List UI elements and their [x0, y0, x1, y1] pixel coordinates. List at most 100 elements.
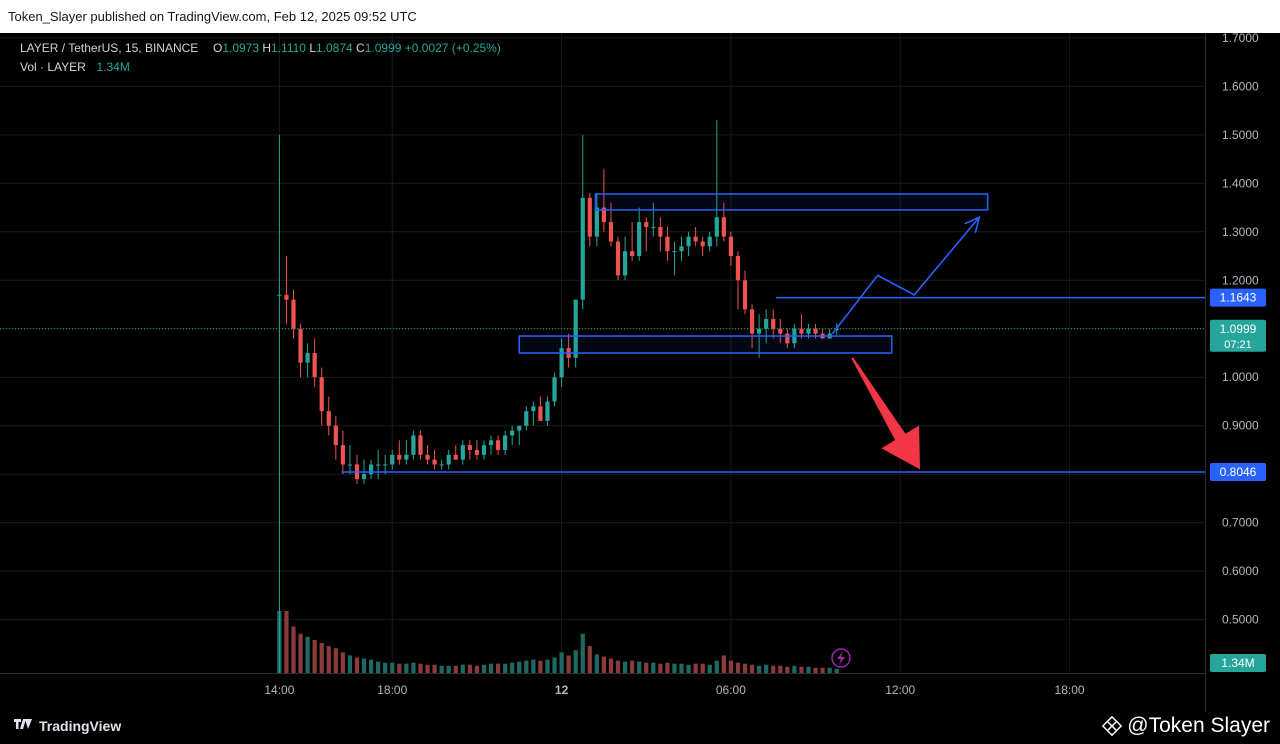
price-tick-label: 0.7000 [1222, 516, 1259, 530]
volume-label[interactable]: Vol · LAYER [20, 60, 86, 74]
price-badge-label: 1.0999 [1220, 322, 1257, 336]
volume-bar [637, 661, 642, 673]
volume-bar [312, 639, 317, 673]
down-arrow-icon[interactable] [851, 357, 920, 470]
candle-body [580, 197, 585, 300]
countdown-label: 07:21 [1224, 339, 1252, 351]
volume-bar [806, 666, 811, 673]
candle-body [735, 256, 741, 281]
time-tick-label: 12 [555, 683, 569, 697]
candle-body [305, 353, 310, 363]
brand-label: TradingView [39, 718, 122, 734]
candle-body [749, 309, 755, 334]
candle-body [799, 328, 804, 334]
candle-body [397, 454, 402, 460]
volume-bar [432, 664, 437, 673]
volume-bar [326, 646, 331, 673]
volume-bar [425, 664, 430, 673]
volume-bar [545, 659, 550, 673]
watermark-text: @Token Slayer [1127, 714, 1270, 737]
candle-body [319, 377, 324, 412]
projection-path-up[interactable] [831, 216, 980, 335]
candle-body [538, 406, 543, 421]
volume-bar [615, 660, 621, 673]
price-tick-label: 1.6000 [1222, 79, 1259, 93]
volume-bar [601, 656, 607, 673]
volume-bar [651, 662, 656, 673]
candle-body [460, 445, 465, 460]
candle-body [771, 319, 776, 329]
candle-body [587, 197, 592, 237]
price-tick-label: 1.7000 [1222, 33, 1259, 45]
candle-body [277, 294, 282, 296]
volume-bar [749, 664, 755, 673]
volume-bar [686, 664, 691, 673]
candle-body [439, 464, 444, 466]
zone-rectangle[interactable] [518, 335, 893, 354]
symbol-label[interactable]: LAYER / TetherUS, 15, BINANCE [20, 41, 199, 55]
candle-body [481, 445, 487, 455]
tradingview-brand[interactable]: TradingView [12, 718, 121, 734]
tradingview-logo-icon [14, 719, 32, 729]
ohlc-legend: LAYER / TetherUS, 15, BINANCE O1.0973 H1… [20, 41, 501, 55]
price-badge-label: 1.1643 [1220, 291, 1257, 305]
volume-bar [376, 661, 381, 673]
open-value: 1.0973 [222, 41, 260, 55]
chart-area[interactable]: 0.50000.60000.70000.80000.90001.00001.10… [0, 33, 1280, 712]
volume-bar [764, 664, 769, 673]
volume-bar [404, 663, 409, 673]
close-label: C [356, 41, 365, 55]
price-tick-label: 1.2000 [1222, 273, 1259, 287]
close-value: 1.0999 [364, 41, 402, 55]
candle-body [615, 241, 621, 276]
low-label: L [309, 41, 316, 55]
volume-bar [735, 662, 741, 673]
volume-bar [319, 643, 324, 673]
volume-bar [707, 664, 712, 673]
candle-body [764, 319, 769, 329]
volume-bar [347, 655, 353, 673]
candle-body [474, 449, 480, 455]
volume-bar [658, 663, 663, 673]
candle-body [312, 353, 317, 378]
candle-body [376, 464, 381, 466]
candle-body [778, 328, 783, 334]
price-chart[interactable]: 0.50000.60000.70000.80000.90001.00001.10… [0, 33, 1280, 712]
price-badge [1210, 654, 1266, 672]
volume-bar [495, 663, 501, 673]
candle-body [404, 454, 409, 460]
volume-bar [453, 665, 458, 673]
volume-bar [390, 662, 395, 673]
lightning-icon[interactable] [831, 648, 851, 668]
candle-body [721, 217, 726, 237]
candle-body [418, 435, 423, 455]
lightning-bolt-icon [837, 651, 845, 665]
candle-body [411, 435, 416, 455]
volume-bar [827, 667, 832, 673]
zone-rectangle[interactable] [594, 193, 989, 211]
footer-bar: TradingView @Token Slayer [0, 712, 1280, 744]
volume-bar [630, 660, 635, 673]
volume-bar [771, 665, 776, 673]
candle-body [672, 251, 677, 253]
volume-bar [728, 660, 734, 673]
price-tick-label: 0.6000 [1222, 564, 1259, 578]
time-tick-label: 06:00 [716, 683, 746, 697]
volume-bar [679, 663, 684, 673]
candle-body [665, 236, 670, 252]
candle-body [630, 251, 635, 257]
volume-bar [397, 663, 402, 673]
candle-body [503, 435, 508, 450]
candle-body [467, 445, 472, 450]
candle-body [601, 207, 607, 223]
price-tick-label: 1.3000 [1222, 225, 1259, 239]
candle-body [658, 226, 663, 237]
volume-bar [587, 646, 592, 673]
candle-body [510, 430, 515, 436]
open-label: O [212, 41, 223, 55]
candle-body [347, 464, 353, 466]
time-tick-label: 14:00 [264, 683, 294, 697]
volume-bar [446, 665, 451, 673]
candle-body [390, 454, 395, 465]
volume-bar [361, 658, 367, 673]
